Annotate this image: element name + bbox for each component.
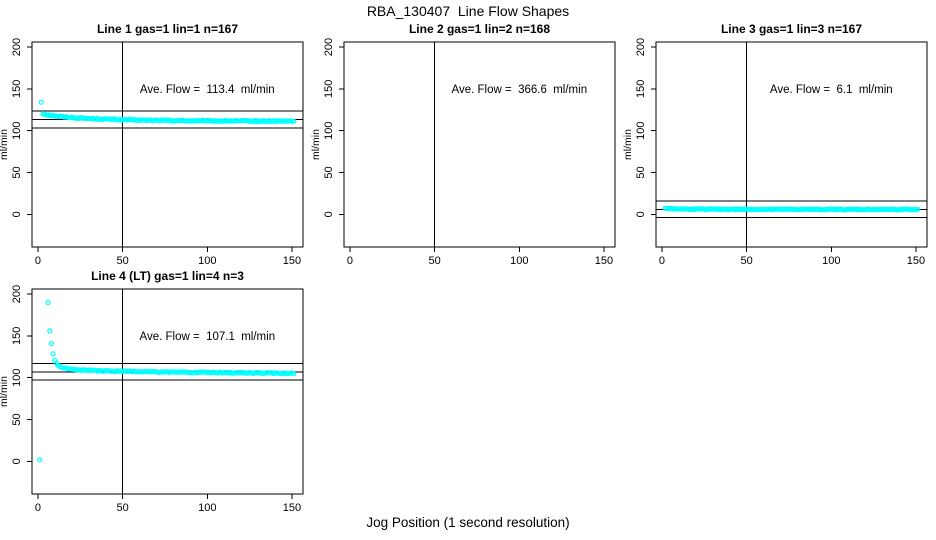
figure-title: RBA_130407 Line Flow Shapes [366, 3, 570, 19]
y-tick-label: 150 [11, 80, 23, 98]
data-point [291, 371, 297, 377]
x-tick-label: 50 [740, 255, 752, 267]
data-point [277, 371, 283, 377]
ave-flow-annotation: Ave. Flow = 366.6 ml/min [451, 84, 587, 96]
y-tick-label: 100 [11, 122, 23, 140]
panel-title: Line 4 (LT) gas=1 lin=4 n=3 [91, 269, 244, 283]
y-tick-label: 50 [11, 166, 23, 178]
x-tick-label: 100 [822, 255, 840, 267]
x-tick-label: 50 [428, 255, 440, 267]
y-tick-label: 150 [635, 80, 647, 98]
ave-flow-annotation: Ave. Flow = 6.1 ml/min [770, 84, 893, 96]
y-axis-label: ml/min [0, 129, 10, 160]
outlier-point [36, 457, 43, 463]
y-tick-label: 100 [11, 369, 23, 387]
data-point [199, 369, 205, 375]
plot-box [31, 288, 304, 495]
data-point [48, 341, 55, 347]
y-axis-label: ml/min [622, 129, 634, 160]
x-tick-label: 150 [283, 502, 301, 514]
panel-title: Line 2 gas=1 lin=2 n=168 [409, 22, 550, 36]
panel-line-2: 0 50 100 150 0 50 100 150 200 ml/min Line 2 gas=1 … [310, 22, 616, 267]
y-tick-label: 200 [11, 38, 23, 56]
x-tick-label: 100 [510, 255, 528, 267]
y-tick-label: 0 [11, 211, 23, 217]
y-tick-label: 100 [635, 122, 647, 140]
y-tick-label: 0 [11, 458, 23, 464]
y-axis-label: ml/min [310, 129, 322, 160]
y-tick-label: 50 [11, 413, 23, 425]
x-tick-label: 0 [35, 502, 41, 514]
y-tick-label: 150 [323, 80, 335, 98]
x-tick-label: 0 [347, 255, 353, 267]
plot-box [655, 41, 928, 248]
y-tick-label: 0 [635, 211, 647, 217]
x-tick-label: 50 [116, 502, 128, 514]
x-tick-label: 100 [198, 502, 216, 514]
data-point [266, 370, 272, 376]
x-tick-label: 0 [659, 255, 665, 267]
x-tick-label: 100 [198, 255, 216, 267]
ave-flow-annotation: Ave. Flow = 113.4 ml/min [140, 84, 275, 96]
panel-title: Line 1 gas=1 lin=1 n=167 [97, 22, 238, 36]
data-point [68, 366, 74, 372]
x-axis-title: Jog Position (1 second resolution) [366, 515, 570, 530]
y-tick-label: 0 [323, 211, 335, 217]
plot-box [343, 41, 616, 248]
ave-flow-annotation: Ave. Flow = 107.1 ml/min [139, 331, 275, 343]
y-tick-label: 150 [11, 327, 23, 345]
data-point [252, 370, 259, 376]
data-point [65, 366, 71, 372]
outlier-point [38, 99, 44, 105]
data-point [50, 351, 56, 357]
y-tick-label: 50 [323, 166, 335, 178]
panel-line-3: 0 50 100 150 0 50 100 150 200 ml/min Line 3 gas=1 … [622, 22, 928, 267]
x-tick-label: 150 [595, 255, 613, 267]
panel-title: Line 3 gas=1 lin=3 n=167 [721, 22, 862, 36]
panel-line-1: 0 50 100 150 0 50 100 150 200 ml/min Line 1 gas=1 … [0, 22, 304, 267]
x-tick-label: 150 [907, 255, 925, 267]
data-point [45, 299, 51, 306]
y-axis-label: ml/min [0, 376, 10, 407]
data-point [915, 206, 921, 212]
data-point [47, 328, 53, 334]
y-tick-label: 200 [635, 38, 647, 56]
plot-box [31, 41, 304, 248]
panel-line-4: 0 50 100 150 0 50 100 150 200 ml/min Line 4 (LT) g… [0, 269, 304, 514]
y-tick-label: 200 [11, 285, 23, 303]
data-point [90, 367, 96, 373]
x-tick-label: 150 [283, 255, 301, 267]
y-tick-label: 100 [323, 122, 335, 140]
x-tick-label: 50 [116, 255, 128, 267]
x-tick-label: 0 [35, 255, 41, 267]
data-point [291, 118, 297, 124]
y-tick-label: 50 [635, 166, 647, 178]
y-tick-label: 200 [323, 38, 335, 56]
